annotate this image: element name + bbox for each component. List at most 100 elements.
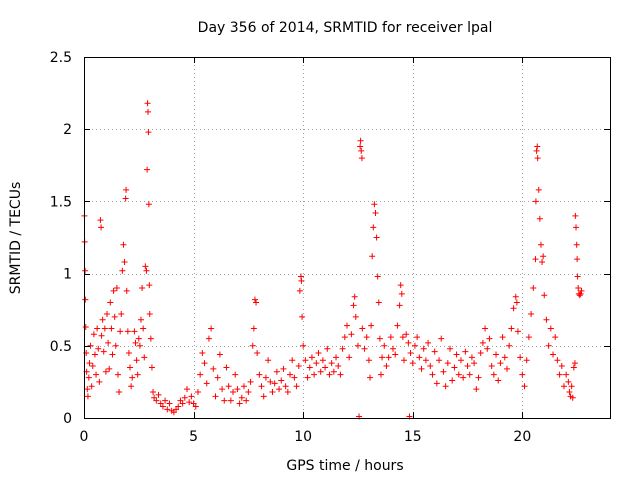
data-point bbox=[337, 371, 344, 378]
data-point bbox=[159, 403, 166, 410]
axis-ticks: 0 5 10 15 20 0 0.5 1 1.5 2 2.5 bbox=[50, 50, 610, 445]
data-point bbox=[554, 357, 561, 364]
data-point bbox=[315, 350, 322, 357]
data-point bbox=[194, 389, 201, 396]
data-point bbox=[249, 342, 256, 349]
data-point bbox=[146, 311, 153, 318]
data-point bbox=[150, 389, 157, 396]
data-point bbox=[508, 325, 515, 332]
data-point bbox=[420, 345, 427, 352]
y-tick-label: 2 bbox=[63, 122, 72, 138]
data-point bbox=[139, 285, 146, 292]
data-point bbox=[116, 389, 123, 396]
data-point bbox=[497, 360, 504, 367]
data-point bbox=[346, 354, 353, 361]
data-point bbox=[166, 400, 173, 407]
data-point bbox=[533, 147, 540, 154]
data-point bbox=[573, 241, 580, 248]
data-point bbox=[552, 334, 559, 341]
data-point bbox=[302, 357, 309, 364]
data-point bbox=[532, 256, 539, 263]
data-point bbox=[351, 293, 358, 300]
data-point bbox=[495, 377, 502, 384]
data-point bbox=[269, 389, 276, 396]
data-point bbox=[181, 394, 188, 401]
data-point bbox=[330, 368, 337, 375]
data-point bbox=[108, 325, 115, 332]
data-point bbox=[88, 383, 95, 390]
data-point bbox=[414, 334, 421, 341]
data-point bbox=[534, 155, 541, 162]
data-point bbox=[438, 335, 445, 342]
data-point bbox=[403, 331, 410, 338]
data-point bbox=[319, 357, 326, 364]
data-point bbox=[339, 345, 346, 352]
data-point bbox=[418, 365, 425, 372]
data-point bbox=[101, 325, 108, 332]
x-tick-label: 5 bbox=[189, 429, 198, 445]
data-point bbox=[577, 290, 584, 297]
data-point bbox=[125, 350, 132, 357]
data-point bbox=[300, 342, 307, 349]
data-point bbox=[532, 198, 539, 205]
data-point bbox=[373, 234, 380, 241]
data-point bbox=[86, 360, 93, 367]
data-point bbox=[348, 331, 355, 338]
data-point bbox=[131, 328, 138, 335]
data-point bbox=[243, 397, 250, 404]
data-point bbox=[148, 364, 155, 371]
data-point bbox=[422, 357, 429, 364]
data-point bbox=[407, 350, 414, 357]
data-point bbox=[112, 342, 119, 349]
data-point bbox=[306, 364, 313, 371]
data-point bbox=[99, 316, 106, 323]
data-point bbox=[93, 371, 100, 378]
data-point bbox=[267, 378, 274, 385]
data-point bbox=[91, 351, 98, 358]
data-point bbox=[317, 368, 324, 375]
data-point bbox=[503, 365, 510, 372]
data-point bbox=[560, 383, 567, 390]
data-point bbox=[227, 397, 234, 404]
data-point bbox=[352, 313, 359, 320]
data-point bbox=[451, 364, 458, 371]
data-point bbox=[82, 267, 89, 274]
data-point bbox=[571, 360, 578, 367]
data-point bbox=[89, 363, 96, 370]
data-point bbox=[129, 374, 136, 381]
data-point bbox=[490, 371, 497, 378]
data-point bbox=[350, 302, 357, 309]
data-point bbox=[293, 383, 300, 390]
data-point bbox=[137, 316, 144, 323]
data-point bbox=[397, 282, 404, 289]
data-point bbox=[534, 143, 541, 150]
data-point bbox=[278, 377, 285, 384]
data-point bbox=[82, 324, 89, 331]
x-tick-label: 0 bbox=[80, 429, 89, 445]
data-point bbox=[547, 325, 554, 332]
data-point bbox=[453, 351, 460, 358]
data-point bbox=[100, 348, 107, 355]
y-tick-label: 2.5 bbox=[50, 50, 72, 66]
data-point bbox=[110, 287, 117, 294]
data-point bbox=[574, 273, 581, 280]
data-point bbox=[444, 360, 451, 367]
data-point bbox=[147, 335, 154, 342]
data-point bbox=[265, 357, 272, 364]
data-point bbox=[95, 345, 102, 352]
data-point bbox=[429, 371, 436, 378]
data-point bbox=[199, 350, 206, 357]
data-point bbox=[276, 386, 283, 393]
data-point bbox=[96, 378, 103, 385]
data-point bbox=[251, 296, 258, 303]
data-point bbox=[322, 364, 329, 371]
data-point bbox=[155, 391, 162, 398]
data-point bbox=[477, 350, 484, 357]
data-point bbox=[543, 316, 550, 323]
data-point bbox=[440, 368, 447, 375]
data-point bbox=[374, 273, 381, 280]
data-point bbox=[121, 259, 128, 266]
data-point bbox=[370, 224, 377, 231]
data-point bbox=[197, 371, 204, 378]
data-point bbox=[313, 360, 320, 367]
